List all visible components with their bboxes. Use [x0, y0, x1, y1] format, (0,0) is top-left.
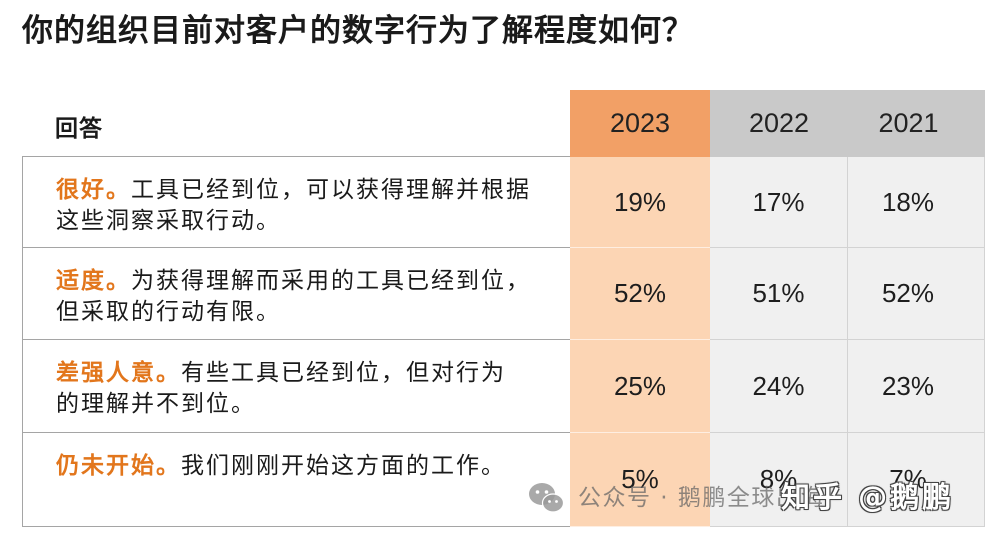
zhihu-watermark: 知乎 @鹅鹏	[781, 480, 955, 514]
answer-line: 很好。工具已经到位，可以获得理解并根据	[56, 175, 570, 206]
answer-level-label: 差强人意。	[56, 360, 181, 386]
value-cell-2023: 52%	[570, 248, 710, 340]
value-cell-2023: 25%	[570, 340, 710, 433]
value-number: 5	[621, 464, 636, 494]
answer-level-label: 仍未开始。	[56, 453, 181, 479]
value-number: 25	[613, 370, 643, 401]
value-number: 52	[613, 278, 643, 308]
wechat-watermark: 公众号 · 鹅鹏全球出海	[578, 485, 825, 511]
value-number: 51	[752, 278, 782, 308]
value-number: 18	[881, 186, 911, 217]
answer-column-header: 回答	[22, 90, 570, 157]
answer-cell-moderate: 适度。为获得理解而采用的工具已经到位， 但采取的行动有限。	[22, 248, 570, 340]
value-cell-2021: 52%	[848, 248, 985, 340]
answer-description: 的理解并不到位。	[56, 391, 256, 417]
answer-line: 差强人意。有些工具已经到位，但对行为	[56, 358, 570, 389]
value-number: 7	[889, 464, 904, 494]
value-number: 8	[759, 464, 775, 494]
value-number: 24	[752, 370, 782, 401]
year-header-2023: 2023	[570, 90, 710, 157]
value-unit: %	[642, 186, 667, 217]
value-unit: %	[910, 278, 935, 308]
value-cell-2021: 23%	[848, 340, 985, 433]
answer-line: 的理解并不到位。	[56, 389, 570, 420]
answer-description: 为获得理解而采用的工具已经到位，	[131, 268, 531, 294]
value-unit: %	[642, 278, 667, 308]
value-cell-2023: 5%	[570, 433, 710, 527]
answer-line: 但采取的行动有限。	[56, 297, 570, 328]
value-cell-2023: 19%	[570, 157, 710, 248]
answer-cell-not-started: 仍未开始。我们刚刚开始这方面的工作。	[22, 433, 570, 527]
answer-description: 我们刚刚开始这方面的工作。	[181, 453, 506, 479]
value-number: 19	[613, 186, 643, 217]
value-unit: %	[781, 186, 805, 217]
value-cell-2022: 51%	[710, 248, 848, 340]
answer-description: 这些洞察采取行动。	[56, 208, 281, 234]
value-unit: %	[781, 370, 805, 401]
value-unit: %	[635, 464, 659, 494]
answer-description: 工具已经到位，可以获得理解并根据	[131, 177, 531, 203]
value-cell-2021: 7%	[848, 433, 985, 527]
value-cell-2021: 18%	[848, 157, 985, 248]
year-header-2022: 2022	[710, 90, 848, 157]
page-title: 你的组织目前对客户的数字行为了解程度如何？	[22, 13, 694, 49]
wechat-icon	[528, 482, 565, 514]
answer-level-label: 适度。	[56, 268, 131, 294]
answer-cell-very-good: 很好。工具已经到位，可以获得理解并根据 这些洞察采取行动。	[22, 157, 570, 248]
value-unit: %	[774, 464, 798, 494]
answer-description: 有些工具已经到位，但对行为	[181, 360, 506, 386]
value-unit: %	[781, 278, 805, 308]
value-unit: %	[910, 186, 935, 217]
answer-level-label: 很好。	[56, 177, 131, 203]
answer-description: 但采取的行动有限。	[56, 299, 281, 325]
value-cell-2022: 8%	[710, 433, 848, 527]
value-number: 52	[881, 278, 911, 308]
value-unit: %	[642, 370, 667, 401]
value-number: 23	[881, 370, 911, 401]
value-cell-2022: 24%	[710, 340, 848, 433]
answer-line: 这些洞察采取行动。	[56, 206, 570, 237]
value-unit: %	[903, 464, 927, 494]
answer-line: 适度。为获得理解而采用的工具已经到位，	[56, 266, 570, 297]
value-cell-2022: 17%	[710, 157, 848, 248]
answer-line: 仍未开始。我们刚刚开始这方面的工作。	[56, 451, 570, 482]
results-table: 回答 2023 2022 2021 很好。工具已经到位，可以获得理解并根据 这些…	[22, 90, 985, 527]
value-unit: %	[910, 370, 935, 401]
answer-cell-barely-acceptable: 差强人意。有些工具已经到位，但对行为 的理解并不到位。	[22, 340, 570, 433]
year-header-2021: 2021	[848, 90, 985, 157]
value-number: 17	[752, 186, 782, 217]
